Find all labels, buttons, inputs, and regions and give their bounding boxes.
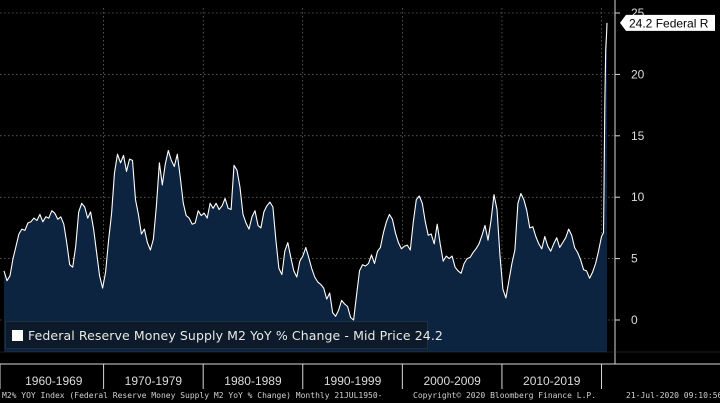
- x-tick-label: 1960-1969: [25, 374, 83, 388]
- legend-label: Federal Reserve Money Supply M2 YoY % Ch…: [28, 327, 443, 343]
- footer-timestamp: 21-Jul-2020 09:10:56: [626, 391, 720, 400]
- x-tick-label: 2010-2019: [523, 374, 581, 388]
- series-area: [4, 22, 607, 353]
- x-tick-label: 1980-1989: [224, 374, 282, 388]
- series-line: [3, 22, 608, 321]
- x-tick-label: 1990-1999: [324, 374, 382, 388]
- x-tick-label: 2000-2009: [423, 374, 481, 388]
- y-tick-label: 15: [631, 129, 645, 143]
- y-tick-label: 0: [631, 313, 638, 327]
- legend-swatch: [12, 329, 23, 341]
- last-value-flag: [620, 14, 715, 31]
- footer-index-description: M2% YOY Index (Federal Reserve Money Sup…: [2, 391, 383, 400]
- y-tick-label: 10: [631, 190, 645, 204]
- legend: Federal Reserve Money Supply M2 YoY % Ch…: [5, 321, 443, 349]
- footer-copyright: Copyright© 2020 Bloomberg Finance L.P.: [413, 391, 597, 400]
- x-tick-label: 1970-1979: [125, 374, 183, 388]
- y-tick-label: 20: [631, 67, 645, 81]
- y-tick-label: 5: [631, 252, 638, 266]
- last-value-label: 24.2 Federal R: [629, 16, 709, 30]
- footer-bar: M2% YOY Index (Federal Reserve Money Sup…: [0, 389, 720, 403]
